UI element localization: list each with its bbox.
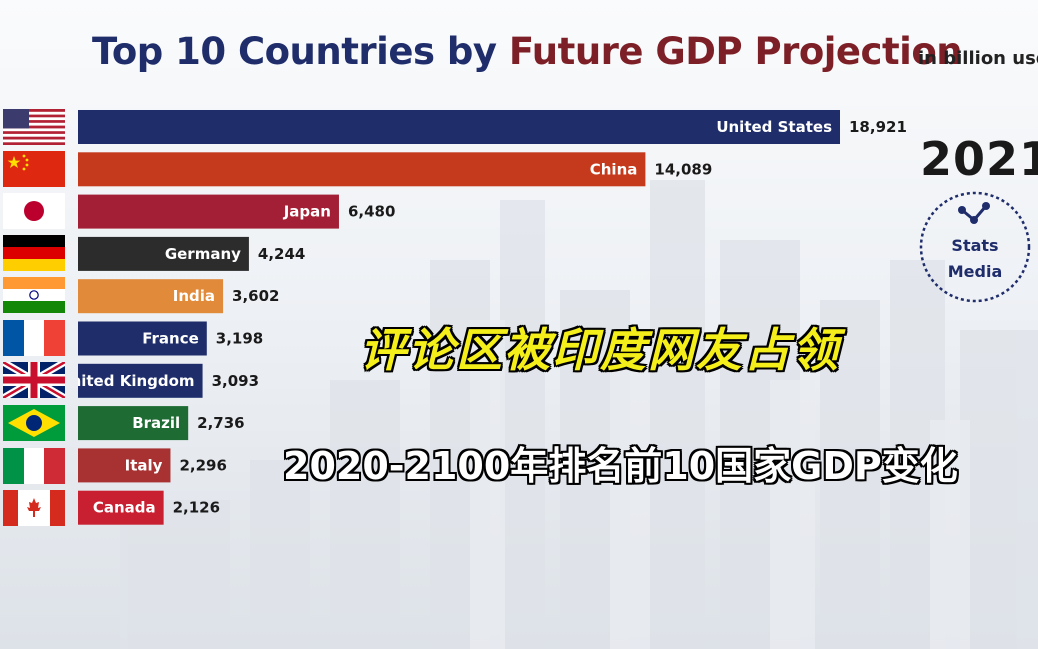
bar-canada — [78, 490, 164, 525]
bar-value-france: 3,198 — [216, 330, 263, 348]
bar-value-united-kingdom: 3,093 — [212, 372, 259, 390]
title-part-1: Top 10 Countries by — [92, 30, 497, 73]
logo-line-1: Stats — [951, 236, 999, 255]
bar-italy — [78, 448, 171, 483]
bar-china — [78, 152, 646, 187]
bar-brazil — [78, 406, 189, 441]
bar-germany — [78, 236, 249, 271]
germany-flag-icon — [3, 235, 65, 271]
us-flag-icon — [3, 109, 65, 145]
bar-value-china: 14,089 — [654, 160, 712, 178]
italy-flag-icon — [3, 448, 65, 484]
title-part-2: Future GDP Projection — [508, 30, 963, 73]
india-flag-icon — [3, 277, 65, 313]
japan-flag-icon — [3, 193, 65, 229]
stats-media-logo — [919, 191, 1031, 303]
overlay-caption-2: 2020-2100年排名前10国家GDP变化 — [283, 444, 958, 488]
bar-value-germany: 4,244 — [258, 245, 305, 263]
bar-value-italy: 2,296 — [179, 456, 226, 474]
bar-label-france: France — [142, 330, 199, 348]
overlay-caption-1: 评论区被印度网友占领 — [360, 323, 840, 377]
bar-japan — [78, 194, 339, 229]
bar-label-germany: Germany — [165, 245, 241, 263]
bar-india — [78, 279, 224, 314]
unit-label: in billion usd — [918, 48, 1038, 69]
bar-united-kingdom — [78, 363, 203, 398]
bar-label-canada: Canada — [93, 499, 156, 517]
bar-label-india: India — [173, 287, 215, 305]
bar-label-united-states: United States — [716, 118, 832, 136]
bar-label-united-kingdom: United Kingdom — [58, 372, 194, 390]
bar-france — [78, 321, 207, 356]
bar-value-united-states: 18,921 — [849, 118, 907, 136]
logo-text: Stats Media — [916, 233, 1034, 285]
year-label: 2021 — [920, 132, 1038, 186]
brazil-flag-icon — [3, 405, 65, 441]
bar-label-italy: Italy — [125, 456, 163, 474]
bar-value-india: 3,602 — [232, 287, 279, 305]
uk-flag-icon — [3, 362, 65, 398]
bar-label-brazil: Brazil — [132, 414, 180, 432]
bar-value-brazil: 2,736 — [197, 414, 244, 432]
bar-value-japan: 6,480 — [348, 203, 395, 221]
china-flag-icon — [3, 151, 65, 187]
network-nodes-icon — [958, 202, 990, 224]
bar-label-japan: Japan — [283, 203, 331, 221]
france-flag-icon — [3, 320, 65, 356]
bar-united-states — [78, 110, 840, 144]
bar-value-canada: 2,126 — [173, 499, 220, 517]
bar-label-china: China — [590, 160, 638, 178]
chart-title: Top 10 Countries by Future GDP Projectio… — [92, 30, 963, 73]
canada-flag-icon — [3, 490, 65, 526]
logo-line-2: Media — [947, 262, 1003, 281]
